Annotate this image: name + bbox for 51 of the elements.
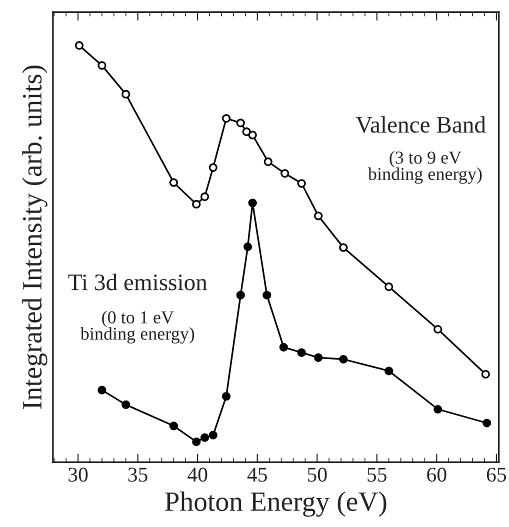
point: [74, 41, 84, 50]
annotation: (3 to 9 eV binding energy): [368, 150, 482, 184]
x-axis-title: Photon Energy (eV): [165, 491, 386, 517]
point: [297, 348, 306, 357]
point: [222, 392, 231, 401]
point: [169, 178, 178, 187]
x-tick-label: 65: [486, 468, 506, 482]
x-tick-label: 60: [427, 468, 446, 482]
point: [481, 370, 490, 379]
x-tick-label: 40: [188, 468, 208, 482]
series-label: Ti 3d emission: [68, 274, 208, 290]
point: [264, 157, 272, 166]
annotation: (0 to 1 eV binding energy): [80, 310, 194, 344]
text: Valence Band: [356, 116, 486, 133]
point: [434, 324, 442, 334]
point: [482, 418, 492, 428]
point: [98, 61, 106, 70]
point: [384, 282, 394, 292]
point: [339, 243, 348, 252]
point: [314, 212, 323, 220]
point: [200, 192, 210, 202]
x-tick-label: 30: [68, 468, 88, 482]
point: [262, 290, 272, 300]
point: [98, 386, 106, 394]
point: [208, 163, 218, 172]
point: [236, 290, 245, 300]
point: [314, 353, 323, 362]
point: [243, 242, 252, 252]
point: [339, 354, 348, 364]
x-tick-label: 45: [247, 468, 267, 482]
point: [279, 342, 288, 352]
point: [236, 118, 245, 128]
point: [192, 200, 201, 209]
point: [248, 130, 257, 140]
point: [434, 404, 442, 414]
x-tick-label: 35: [128, 468, 148, 482]
point: [280, 169, 290, 178]
point: [122, 400, 130, 409]
x-tick-label: 55: [368, 468, 386, 482]
point: [200, 433, 210, 442]
point: [384, 366, 394, 376]
point: [297, 179, 306, 188]
point: [248, 198, 257, 208]
point: [169, 422, 178, 430]
point: [208, 430, 218, 440]
point: [122, 90, 130, 99]
y-axis-title: Integrated Intensity (arb. units): [22, 66, 48, 409]
x-tick-label: 50: [308, 468, 327, 482]
point: [242, 127, 251, 136]
point: [192, 437, 201, 446]
point: [222, 114, 231, 123]
